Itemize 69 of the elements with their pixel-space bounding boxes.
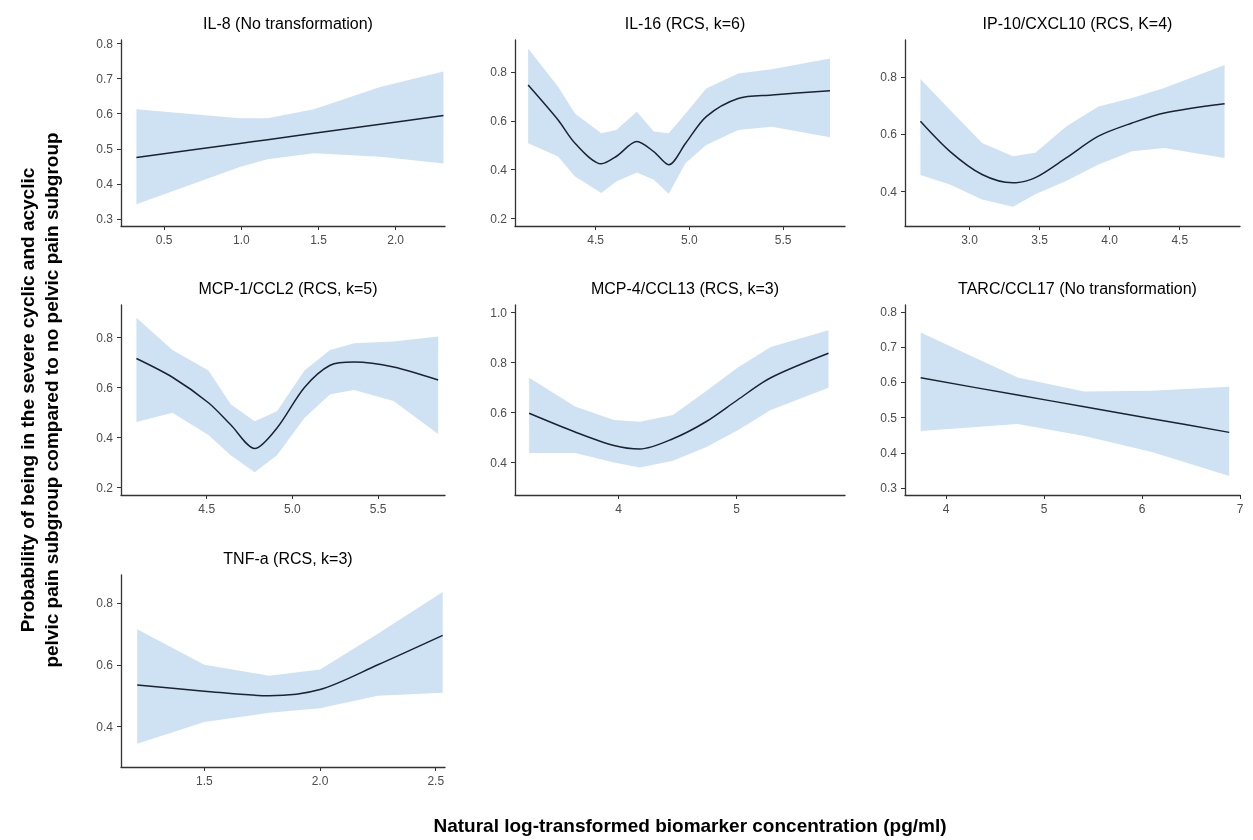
y-tick-label: 0.6 <box>880 127 898 142</box>
x-axis-title: Natural log-transformed biomarker concentration (pg/ml) <box>433 815 947 837</box>
x-tick-label: 5.0 <box>681 233 699 247</box>
y-tick-label: 0.4 <box>96 176 114 191</box>
line-series <box>919 103 1226 184</box>
y-axis-title: Probability of being in the severe cyclic and acyclic pelvic pain subgroup compared to no pelvic pain subgroup <box>16 132 63 668</box>
x-tick-label: 2.0 <box>311 774 329 788</box>
y-tick-label: 0.4 <box>490 162 508 177</box>
x-tick-label: 1.5 <box>195 774 213 788</box>
x-tick-label: 4.5 <box>1171 233 1189 247</box>
y-tick-label: 0.6 <box>96 380 114 395</box>
y-tick-label: 0.7 <box>880 340 898 355</box>
x-tick-label: 2.5 <box>427 774 445 788</box>
x-tick-label: 5.5 <box>774 233 792 247</box>
x-tick-label: 3.5 <box>1031 233 1049 247</box>
chart-title: MCP-4/CCL13 (RCS, k=3) <box>590 279 780 297</box>
y-tick-label: 0.2 <box>490 211 508 226</box>
x-tick-label: 5.5 <box>369 502 387 516</box>
chart-title: IL-8 (No transformation) <box>203 14 373 32</box>
x-tick-label: 5.0 <box>284 502 302 516</box>
x-tick-label: 6 <box>1138 502 1146 516</box>
y-tick-label: 0.5 <box>96 141 114 156</box>
y-tick-label: 0.4 <box>96 430 114 445</box>
line-series <box>135 357 439 450</box>
x-tick-label: 5 <box>733 502 741 516</box>
x-tick-label: 4 <box>615 502 623 516</box>
line-series <box>528 352 830 450</box>
x-tick-label: 1.5 <box>310 233 328 247</box>
line-series <box>527 84 831 166</box>
y-tick-label: 0.8 <box>96 330 114 345</box>
y-tick-label: 0.6 <box>880 375 898 390</box>
y-tick-label: 0.8 <box>490 355 508 370</box>
y-tick-label: 0.4 <box>96 719 114 734</box>
x-tick-label: 4 <box>942 502 950 516</box>
x-tick-label: 4.5 <box>198 502 216 516</box>
y-tick-label: 0.4 <box>880 445 898 460</box>
x-tick-label: 0.5 <box>155 233 173 247</box>
y-tick-label: 0.8 <box>96 595 114 610</box>
chart-title: IL-16 (RCS, k=6) <box>624 14 746 32</box>
y-tick-label: 0.8 <box>490 64 508 79</box>
y-tick-label: 0.2 <box>96 480 114 495</box>
x-tick-label: 4.5 <box>587 233 605 247</box>
line-series <box>135 114 445 159</box>
y-tick-label: 0.6 <box>96 106 114 121</box>
y-tick-label: 0.5 <box>880 410 898 425</box>
line-series <box>919 377 1230 434</box>
y-tick-label: 0.8 <box>880 70 898 85</box>
x-tick-label: 3.0 <box>961 233 979 247</box>
y-tick-label: 0.6 <box>490 113 508 128</box>
x-tick-label: 2.0 <box>387 233 405 247</box>
y-tick-label: 0.7 <box>96 71 114 86</box>
y-tick-label: 0.8 <box>96 36 114 51</box>
chart-title: IP-10/CXCL10 (RCS, K=4) <box>982 14 1173 32</box>
y-tick-label: 0.4 <box>880 184 898 199</box>
y-tick-label: 0.6 <box>96 657 114 672</box>
y-tick-label: 0.3 <box>96 211 114 226</box>
chart-title: TARC/CCL17 (No transformation) <box>958 279 1197 297</box>
y-tick-label: 1.0 <box>490 305 508 320</box>
x-tick-label: 5 <box>1040 502 1048 516</box>
chart-title: MCP-1/CCL2 (RCS, k=5) <box>198 279 378 297</box>
y-tick-label: 0.8 <box>880 305 898 320</box>
y-tick-label: 0.4 <box>490 455 508 470</box>
x-tick-label: 4.0 <box>1101 233 1119 247</box>
chart-title: TNF-a (RCS, k=3) <box>223 549 353 567</box>
line-series <box>136 634 444 697</box>
x-tick-label: 7 <box>1236 502 1244 516</box>
x-tick-label: 1.0 <box>233 233 251 247</box>
y-tick-label: 0.3 <box>880 480 898 495</box>
y-tick-label: 0.6 <box>490 405 508 420</box>
